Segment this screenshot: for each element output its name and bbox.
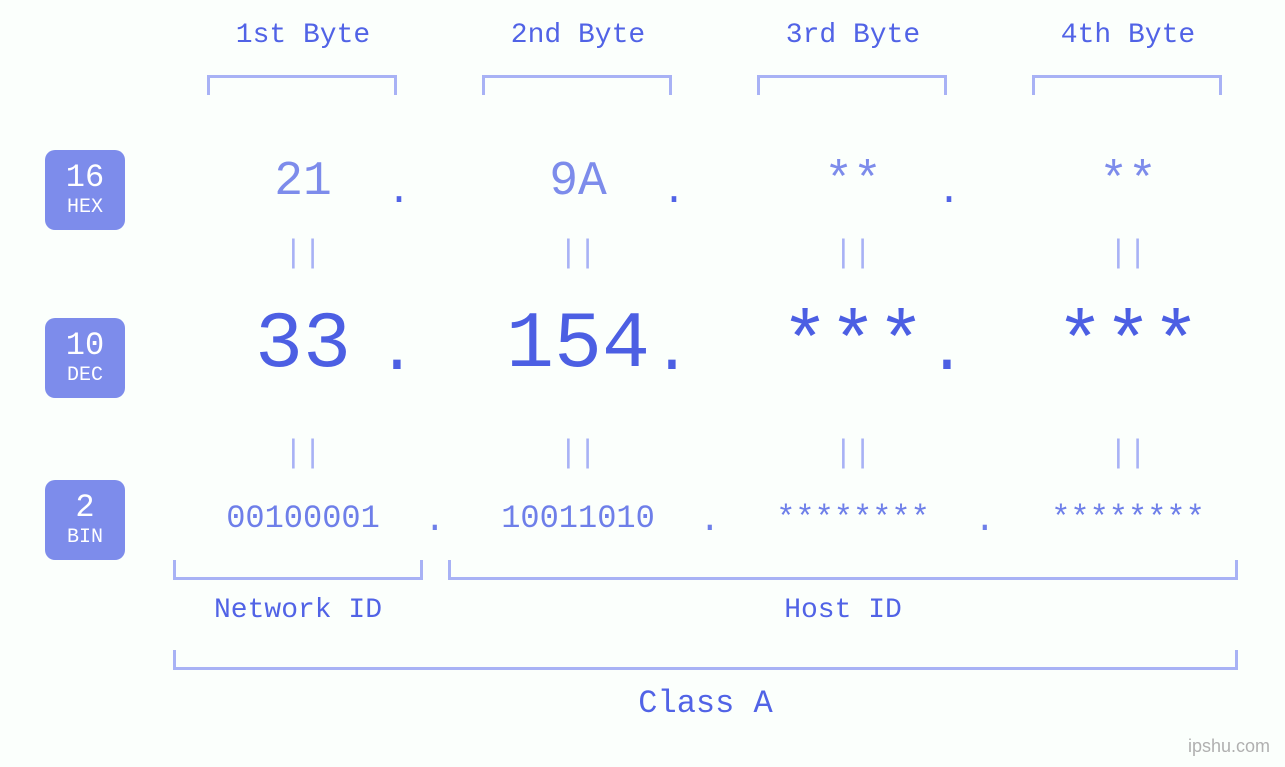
- dec-dot-1: .: [377, 317, 417, 389]
- badge-hex: 16 HEX: [45, 150, 125, 230]
- bracket-top-4: [1032, 75, 1222, 95]
- label-network: Network ID: [173, 595, 423, 626]
- bin-dot-2: .: [699, 500, 719, 541]
- label-class: Class A: [173, 685, 1238, 722]
- byte-header-2: 2nd Byte: [453, 20, 703, 51]
- badge-dec: 10 DEC: [45, 318, 125, 398]
- hex-dot-3: .: [937, 170, 957, 215]
- badge-hex-num: 16: [66, 162, 104, 194]
- hex-dot-2: .: [662, 170, 682, 215]
- eq-2-4: ||: [1108, 435, 1148, 472]
- eq-1-3: ||: [833, 235, 873, 272]
- bin-byte-4: ********: [993, 500, 1263, 537]
- hex-dot-1: .: [387, 170, 407, 215]
- badge-dec-num: 10: [66, 330, 104, 362]
- byte-header-4: 4th Byte: [1003, 20, 1253, 51]
- eq-1-4: ||: [1108, 235, 1148, 272]
- bin-dot-1: .: [424, 500, 444, 541]
- bracket-network: [173, 560, 423, 580]
- byte-header-1: 1st Byte: [178, 20, 428, 51]
- bracket-top-3: [757, 75, 947, 95]
- bracket-top-2: [482, 75, 672, 95]
- eq-2-2: ||: [558, 435, 598, 472]
- hex-byte-2: 9A: [478, 155, 678, 209]
- bracket-host: [448, 560, 1238, 580]
- ip-diagram: 1st Byte 2nd Byte 3rd Byte 4th Byte 16 H…: [0, 0, 1285, 767]
- bin-dot-3: .: [974, 500, 994, 541]
- watermark: ipshu.com: [1188, 736, 1270, 757]
- hex-byte-4: **: [1028, 155, 1228, 209]
- badge-bin-num: 2: [75, 492, 94, 524]
- hex-byte-3: **: [753, 155, 953, 209]
- bracket-top-1: [207, 75, 397, 95]
- bin-byte-2: 10011010: [443, 500, 713, 537]
- eq-1-1: ||: [283, 235, 323, 272]
- eq-2-1: ||: [283, 435, 323, 472]
- badge-bin-txt: BIN: [67, 528, 103, 548]
- bin-byte-1: 00100001: [168, 500, 438, 537]
- byte-header-3: 3rd Byte: [728, 20, 978, 51]
- dec-dot-2: .: [652, 317, 692, 389]
- badge-dec-txt: DEC: [67, 366, 103, 386]
- badge-bin: 2 BIN: [45, 480, 125, 560]
- badge-hex-txt: HEX: [67, 198, 103, 218]
- hex-byte-1: 21: [203, 155, 403, 209]
- bracket-class: [173, 650, 1238, 670]
- eq-1-2: ||: [558, 235, 598, 272]
- eq-2-3: ||: [833, 435, 873, 472]
- bin-byte-3: ********: [718, 500, 988, 537]
- label-host: Host ID: [448, 595, 1238, 626]
- dec-dot-3: .: [927, 317, 967, 389]
- dec-byte-4: ***: [1003, 300, 1253, 391]
